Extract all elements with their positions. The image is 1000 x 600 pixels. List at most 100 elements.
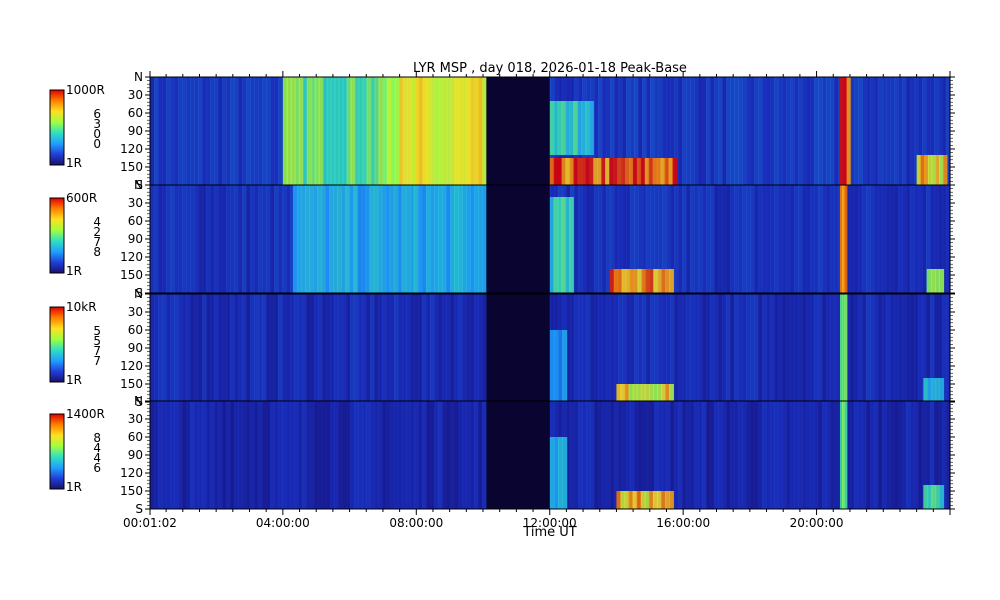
- texture-column: [946, 294, 951, 402]
- texture-column: [458, 401, 463, 509]
- emission-cell: [585, 158, 591, 185]
- texture-column: [910, 77, 915, 185]
- texture-column: [814, 401, 819, 509]
- texture-column: [726, 185, 731, 293]
- texture-column: [458, 294, 463, 402]
- texture-column: [162, 294, 167, 402]
- texture-column: [850, 185, 855, 293]
- texture-column: [178, 77, 183, 185]
- texture-column: [582, 185, 587, 293]
- emission-cell: [664, 158, 670, 185]
- texture-column: [754, 77, 759, 185]
- emission-cell: [842, 185, 846, 293]
- texture-column: [250, 294, 255, 402]
- texture-column: [694, 401, 699, 509]
- emission-cell: [645, 269, 651, 293]
- texture-column: [878, 401, 883, 509]
- texture-column: [598, 401, 603, 509]
- texture-column: [778, 294, 783, 402]
- emission-cell: [668, 158, 674, 185]
- texture-column: [254, 401, 259, 509]
- emission-cell: [569, 197, 574, 293]
- texture-column: [426, 294, 431, 402]
- emission-cell: [553, 101, 559, 155]
- texture-column: [186, 401, 191, 509]
- emission-cell: [434, 77, 440, 185]
- texture-column: [750, 77, 755, 185]
- texture-column: [754, 185, 759, 293]
- y-tick-label: 120: [120, 359, 143, 373]
- texture-column: [306, 294, 311, 402]
- texture-column: [826, 401, 831, 509]
- texture-column: [698, 401, 703, 509]
- colorbar-min-label: 1R: [66, 156, 82, 170]
- y-tick-label: 90: [128, 341, 143, 355]
- emission-cell: [652, 491, 658, 509]
- texture-column: [682, 185, 687, 293]
- texture-column: [582, 294, 587, 402]
- emission-cell: [357, 185, 363, 293]
- emission-cell: [597, 158, 603, 185]
- emission-cell: [549, 197, 555, 293]
- texture-column: [278, 185, 283, 293]
- emission-cell: [474, 77, 480, 185]
- texture-column: [794, 401, 799, 509]
- texture-column: [942, 294, 947, 402]
- texture-column: [850, 294, 855, 402]
- texture-column: [362, 294, 367, 402]
- texture-column: [198, 294, 203, 402]
- emission-cell: [609, 158, 614, 185]
- texture-column: [730, 77, 735, 185]
- texture-column: [226, 294, 231, 402]
- texture-column: [630, 185, 635, 293]
- time-axis: 00:01:02 04:00:00 08:00:00 12:00:00 16:00:00…: [123, 71, 951, 530]
- y-tick-label: 30: [128, 196, 143, 210]
- texture-column: [654, 185, 659, 293]
- emission-cell: [292, 185, 298, 293]
- texture-column: [322, 401, 327, 509]
- texture-column: [222, 401, 227, 509]
- texture-column: [750, 401, 755, 509]
- texture-column: [638, 294, 643, 402]
- emission-cell: [569, 158, 575, 185]
- texture-column: [182, 77, 187, 185]
- texture-column: [566, 401, 571, 509]
- texture-column: [398, 401, 403, 509]
- texture-column: [658, 77, 663, 185]
- texture-column: [946, 77, 951, 185]
- texture-column: [246, 77, 251, 185]
- emission-cell: [306, 77, 312, 185]
- texture-column: [334, 294, 339, 402]
- texture-column: [418, 401, 423, 509]
- texture-column: [914, 401, 919, 509]
- emission-cell: [413, 185, 419, 293]
- emission-cell: [430, 77, 436, 185]
- texture-column: [314, 401, 319, 509]
- texture-column: [614, 185, 619, 293]
- texture-column: [694, 77, 699, 185]
- data-gap: [486, 77, 550, 185]
- texture-column: [914, 185, 919, 293]
- colorbar-mid-label: 0: [93, 127, 101, 141]
- emission-cell: [358, 77, 364, 185]
- texture-column: [894, 294, 899, 402]
- texture-column: [434, 294, 439, 402]
- texture-column: [742, 294, 747, 402]
- texture-column: [626, 77, 631, 185]
- texture-column: [862, 185, 867, 293]
- texture-column: [642, 294, 647, 402]
- texture-column: [310, 294, 315, 402]
- texture-column: [874, 185, 879, 293]
- texture-column: [866, 77, 871, 185]
- texture-column: [590, 294, 595, 402]
- texture-column: [778, 77, 783, 185]
- texture-column: [606, 401, 611, 509]
- texture-column: [914, 294, 919, 402]
- emission-cell: [393, 185, 399, 293]
- texture-column: [878, 185, 883, 293]
- texture-column: [798, 294, 803, 402]
- texture-column: [890, 401, 895, 509]
- emission-cell: [628, 158, 634, 185]
- texture-column: [742, 77, 747, 185]
- texture-column: [858, 294, 863, 402]
